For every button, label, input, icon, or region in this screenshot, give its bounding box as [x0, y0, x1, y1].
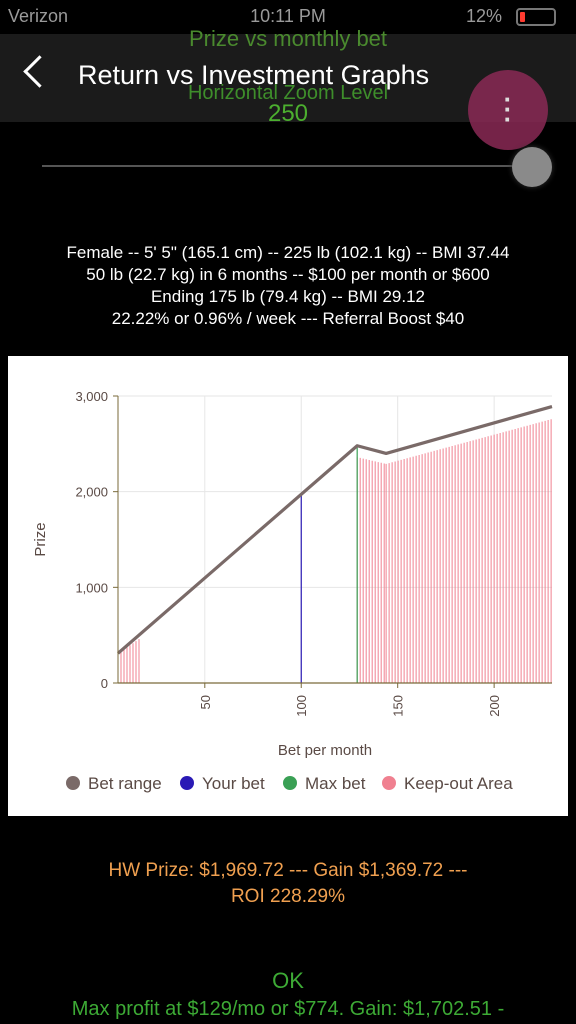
prize-gain-line: HW Prize: $1,969.72 --- Gain $1,369.72 -… — [108, 860, 468, 881]
legend-dot — [382, 776, 396, 790]
legend-dot — [180, 776, 194, 790]
y-tick-label: 0 — [101, 676, 108, 691]
carrier-label: Verizon — [8, 6, 69, 26]
bet-range-line — [116, 404, 553, 655]
more-options-button[interactable]: · · · — [468, 70, 548, 150]
chart-overlay-title: Prize vs monthly bet — [188, 26, 388, 51]
legend-dot — [66, 776, 80, 790]
status-bar: Verizon 10:11 PM 12% — [0, 0, 576, 34]
legend-label: Keep-out Area — [404, 774, 513, 793]
page-title: Return vs Investment Graphs — [78, 60, 430, 90]
legend-label: Max bet — [305, 774, 366, 793]
x-tick-label: 50 — [198, 695, 213, 709]
x-tick-label: 200 — [487, 695, 502, 717]
y-tick-label: 3,000 — [75, 389, 108, 404]
y-tick-label: 1,000 — [75, 580, 108, 595]
zoom-level-value: 250 — [267, 100, 309, 127]
summary-line: Female -- 5' 5" (165.1 cm) -- 225 lb (10… — [66, 243, 510, 262]
legend-label: Your bet — [202, 774, 265, 793]
zoom-level-label: Horizontal Zoom Level — [187, 82, 389, 104]
legend-label: Bet range — [88, 774, 162, 793]
prize-chart: 0 1,000 2,000 3,000 50 100 150 200 Bet per month… — [8, 356, 568, 816]
y-tick-label: 2,000 — [75, 485, 108, 500]
chart-svg: 0 1,000 2,000 3,000 50 100 150 200 Bet per month… — [32, 389, 553, 759]
legend-dot — [283, 776, 297, 790]
more-vert-icon: · · · — [503, 84, 513, 134]
app-header: Prize vs monthly bet Return vs Investmen… — [0, 26, 576, 122]
legend-item-your-bet: Your bet — [180, 774, 265, 794]
zoom-slider-thumb[interactable] — [512, 147, 552, 187]
status-time: 10:11 PM — [250, 6, 326, 26]
zoom-slider-track[interactable] — [42, 165, 532, 167]
legend-item-bet-range: Bet range — [66, 774, 162, 794]
plan-summary: Female -- 5' 5" (165.1 cm) -- 225 lb (10… — [0, 242, 576, 330]
summary-line: 50 lb (22.7 kg) in 6 months -- $100 per … — [86, 265, 490, 284]
battery-icon — [516, 8, 556, 26]
max-profit-line: Max profit at $129/mo or $774. Gain: $1,… — [71, 998, 505, 1020]
x-tick-label: 100 — [294, 695, 309, 717]
ok-button[interactable]: OK — [272, 968, 304, 993]
summary-line: 22.22% or 0.96% / week --- Referral Boos… — [111, 309, 465, 328]
legend-item-keep-out: Keep-out Area — [382, 774, 513, 794]
battery-percent: 12% — [465, 6, 502, 26]
x-tick-label: 150 — [391, 695, 406, 717]
roi-line: ROI 228.29% — [230, 886, 346, 907]
y-axis-label: Prize — [32, 522, 49, 556]
x-axis-label: Bet per month — [278, 742, 372, 759]
summary-line: Ending 175 lb (79.4 kg) -- BMI 29.12 — [150, 287, 426, 306]
legend-item-max-bet: Max bet — [283, 774, 365, 794]
results-panel: HW Prize: $1,969.72 --- Gain $1,369.72 -… — [0, 858, 576, 910]
